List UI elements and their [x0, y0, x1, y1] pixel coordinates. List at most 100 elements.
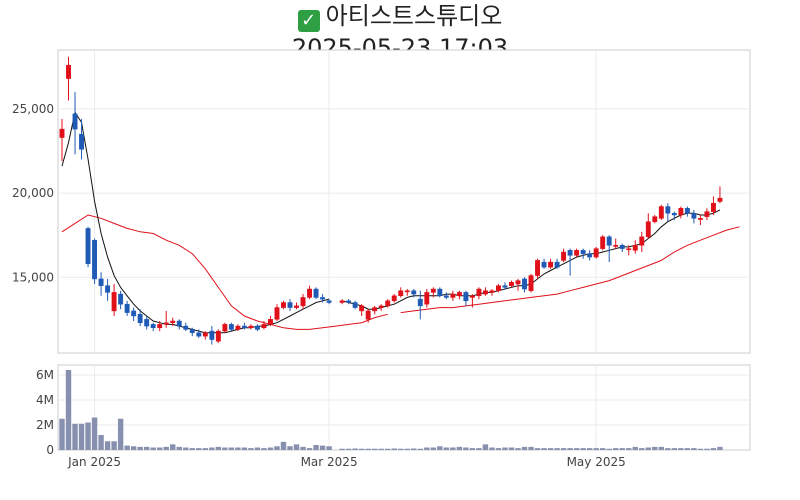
candle-body	[632, 245, 638, 251]
volume-bar	[241, 447, 248, 450]
volume-bar	[371, 448, 378, 450]
candle-body	[281, 302, 286, 308]
volume-bar	[437, 446, 443, 450]
volume-bar	[626, 448, 632, 450]
candle-body	[98, 278, 104, 286]
volume-bar	[469, 448, 476, 450]
price-tick-label: 20,000	[12, 186, 54, 200]
volume-bar	[313, 445, 319, 450]
volume-bar	[593, 448, 599, 450]
volume-bar	[254, 447, 261, 450]
candle-body	[541, 261, 547, 268]
volume-bar	[684, 448, 691, 450]
candle-body	[489, 290, 495, 293]
volume-bar	[209, 447, 215, 450]
volume-bar	[639, 448, 645, 450]
candle-body	[320, 297, 326, 300]
candle-body	[424, 292, 430, 305]
stock-name: 아티스트스튜디오	[325, 2, 503, 30]
volume-bar	[613, 448, 619, 450]
volume-bar	[228, 447, 235, 450]
volume-bar	[235, 447, 241, 450]
volume-bar	[280, 441, 287, 450]
candle-body	[202, 332, 208, 337]
candle-body	[385, 300, 391, 307]
candle-body	[710, 202, 716, 212]
candle-body	[131, 310, 137, 317]
candle-body	[417, 298, 423, 307]
candle-body	[522, 278, 527, 290]
volume-bar	[645, 447, 651, 450]
volume-bar	[632, 446, 638, 450]
volume-bar	[521, 446, 528, 450]
price-tick-label: 15,000	[12, 270, 54, 284]
volume-bar	[515, 448, 521, 450]
volume-bar	[261, 448, 267, 450]
volume-bar	[358, 448, 365, 450]
candle-body	[118, 293, 124, 305]
candle-body	[339, 300, 345, 303]
candle-body	[639, 236, 645, 246]
volume-bar	[450, 447, 456, 450]
volume-tick-label: 4M	[36, 393, 54, 407]
candle-body	[528, 275, 534, 291]
candle-body	[443, 295, 449, 298]
volume-bar	[143, 446, 150, 450]
candle-body	[294, 305, 299, 308]
candle-body	[548, 261, 554, 268]
volume-bar	[85, 422, 91, 450]
x-tick-label: Jan 2025	[67, 455, 121, 469]
candle-body	[261, 324, 267, 328]
volume-bar	[404, 448, 410, 450]
candle-body	[684, 207, 690, 214]
ma-long-segment	[61, 214, 388, 330]
volume-bar	[398, 448, 404, 450]
volume-bar	[170, 444, 176, 450]
volume-bar	[391, 448, 397, 450]
candle-body	[235, 325, 241, 330]
price-tick-label: 25,000	[12, 102, 54, 116]
candle-body	[215, 330, 221, 342]
volume-bar	[124, 445, 130, 450]
candle-body	[665, 206, 671, 214]
volume-bar	[196, 448, 202, 450]
candle-body	[652, 216, 658, 222]
volume-bar	[417, 448, 423, 450]
volume-bar	[157, 447, 163, 450]
candle-body	[496, 285, 501, 291]
candle-body	[111, 292, 117, 312]
candle-body	[274, 307, 280, 320]
candle-body	[137, 314, 143, 323]
volume-bar	[267, 447, 274, 450]
candle-body	[535, 260, 540, 276]
volume-bar	[319, 445, 326, 450]
volume-series	[59, 370, 723, 450]
volume-bar	[658, 446, 665, 450]
candle-body	[254, 325, 260, 330]
volume-bar	[606, 448, 612, 450]
candle-body	[222, 324, 228, 332]
volume-bar	[287, 446, 293, 450]
candle-body	[72, 113, 78, 130]
candle-body	[456, 292, 462, 297]
volume-bar	[580, 448, 586, 450]
volume-bar	[248, 448, 254, 450]
candle-body	[515, 280, 521, 285]
candle-body	[300, 297, 306, 307]
volume-bar	[482, 444, 489, 450]
volume-bar	[78, 423, 85, 450]
candlestick-series	[59, 56, 723, 345]
candle-body	[359, 305, 365, 312]
candle-body	[66, 64, 71, 79]
candle-body	[482, 290, 488, 295]
candle-body	[626, 248, 632, 251]
candle-body	[124, 303, 130, 313]
volume-bar	[671, 448, 678, 450]
candle-body	[352, 302, 358, 308]
volume-bar	[586, 448, 593, 450]
candle-body	[554, 261, 560, 268]
candle-body	[391, 295, 397, 302]
candle-body	[313, 288, 319, 298]
volume-bar	[300, 446, 306, 450]
